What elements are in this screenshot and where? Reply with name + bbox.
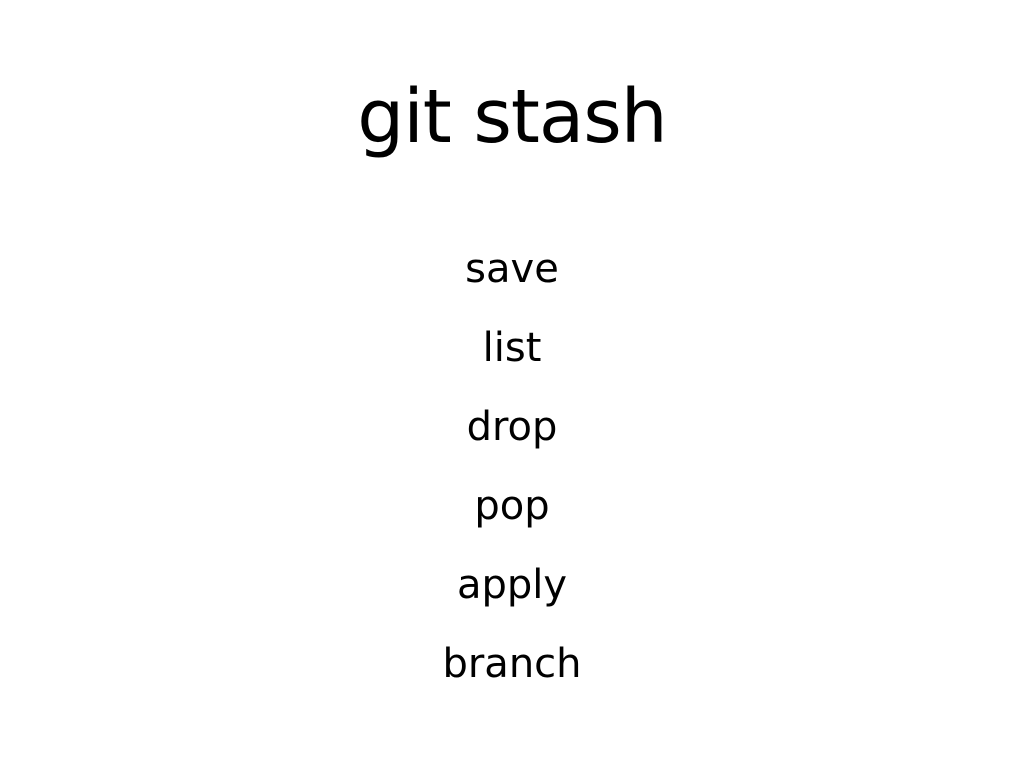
command-item-drop: drop — [466, 404, 558, 450]
command-item-pop: pop — [474, 483, 550, 529]
command-list: save list drop pop apply branch — [0, 230, 1024, 704]
slide-title: git stash — [357, 74, 667, 160]
command-item-branch: branch — [442, 641, 582, 687]
command-item-save: save — [465, 246, 559, 292]
command-item-list: list — [482, 325, 542, 371]
command-item-apply: apply — [456, 562, 568, 608]
